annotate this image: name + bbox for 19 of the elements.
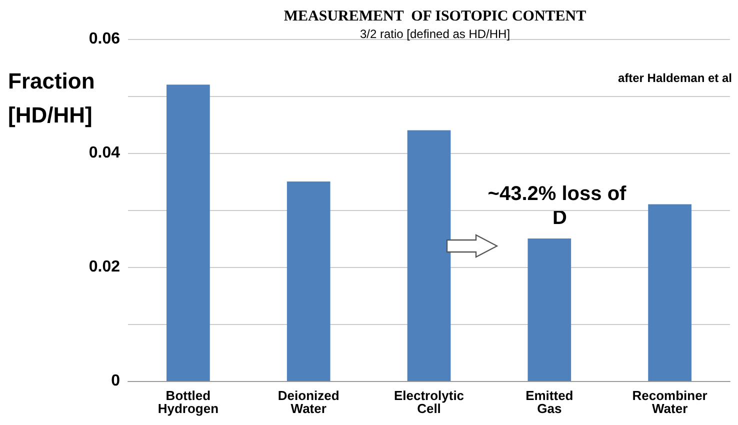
bar (648, 204, 692, 381)
chart-subtitle: 3/2 ratio [defined as HD/HH] (360, 27, 510, 41)
bar (286, 182, 330, 381)
bar (528, 238, 572, 381)
x-tick-label: Emitted Gas (526, 388, 574, 416)
y-tick-label: 0.06 (88, 30, 120, 48)
y-axis-title: Fraction [HD/HH] (8, 68, 95, 128)
annotation: ~43.2% loss of D (488, 183, 627, 229)
x-tick-label: Deionized Water (278, 388, 340, 416)
bar (407, 130, 451, 381)
annotation: after Haldeman et al (618, 71, 732, 85)
x-tick-label: Recombiner Water (632, 388, 708, 416)
y-tick-label: 0 (111, 372, 120, 390)
x-tick-label: Bottled Hydrogen (158, 388, 219, 416)
chart-title: MEASUREMENT OF ISOTOPIC CONTENT (284, 8, 586, 24)
y-tick-label: 0.04 (88, 144, 120, 162)
y-tick-label: 0.02 (88, 258, 120, 276)
x-tick-label: Electrolytic Cell (394, 388, 464, 416)
bar (166, 84, 210, 381)
